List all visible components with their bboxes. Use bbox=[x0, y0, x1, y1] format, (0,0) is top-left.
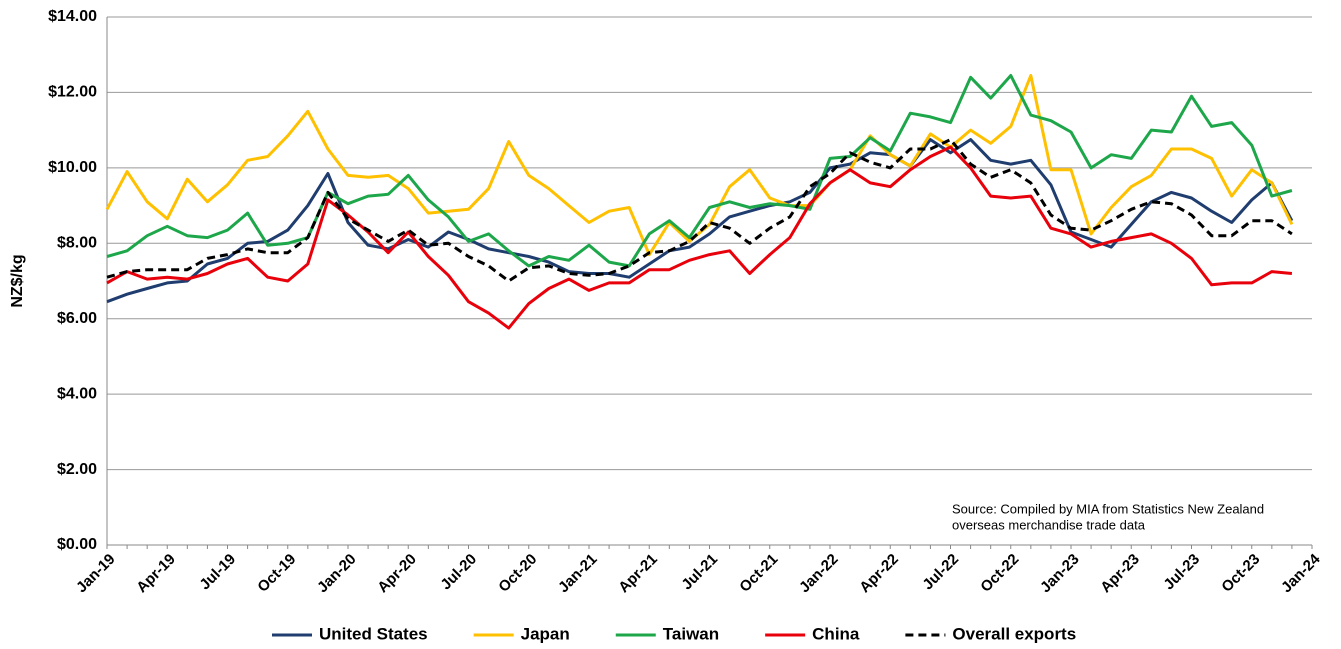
series-line bbox=[106, 138, 1294, 304]
x-tick-label: Oct-19 bbox=[254, 551, 299, 596]
x-tick-label: Apr-21 bbox=[615, 551, 661, 597]
x-tick-label: Jul-21 bbox=[678, 551, 721, 594]
x-tick-label: Jan-22 bbox=[796, 551, 842, 597]
y-tick-label: $8.00 bbox=[57, 235, 97, 252]
y-tick-label: $14.00 bbox=[48, 8, 97, 25]
legend-label: United States bbox=[319, 624, 428, 643]
annotation: Source: Compiled by MIA from Statistics … bbox=[952, 501, 1264, 516]
x-tick-label: Jul-22 bbox=[919, 551, 962, 594]
y-tick-label: $4.00 bbox=[57, 385, 97, 402]
x-tick-label: Oct-20 bbox=[495, 551, 540, 596]
x-tick-label: Oct-23 bbox=[1218, 551, 1263, 596]
x-tick-label: Jul-19 bbox=[196, 551, 239, 594]
annotation: overseas merchandise trade data bbox=[952, 517, 1146, 532]
x-tick-label: Apr-22 bbox=[856, 551, 902, 597]
x-tick-label: Jan-20 bbox=[314, 551, 360, 597]
x-tick-label: Apr-23 bbox=[1097, 551, 1143, 597]
x-tick-label: Jul-20 bbox=[437, 551, 480, 594]
legend-label: Overall exports bbox=[952, 624, 1076, 643]
x-tick-label: Jan-24 bbox=[1278, 550, 1324, 596]
y-tick-label: $12.00 bbox=[48, 84, 97, 101]
series-line bbox=[106, 138, 1293, 283]
x-tick-label: Apr-19 bbox=[133, 551, 179, 597]
x-tick-label: Oct-22 bbox=[977, 551, 1022, 596]
legend-label: Japan bbox=[521, 624, 570, 643]
series-line bbox=[105, 74, 1294, 257]
series-line bbox=[106, 145, 1293, 330]
x-tick-label: Jul-23 bbox=[1160, 551, 1203, 594]
y-axis-label: NZ$/kg bbox=[9, 254, 26, 307]
y-tick-label: $0.00 bbox=[57, 536, 97, 553]
x-tick-label: Apr-20 bbox=[374, 551, 420, 597]
x-tick-label: Jan-23 bbox=[1037, 551, 1083, 597]
series-line bbox=[106, 74, 1293, 268]
legend-label: China bbox=[812, 624, 860, 643]
x-tick-label: Jan-21 bbox=[555, 551, 601, 597]
y-tick-label: $2.00 bbox=[57, 461, 97, 478]
y-tick-label: $6.00 bbox=[57, 310, 97, 327]
x-tick-label: Jan-19 bbox=[73, 551, 119, 597]
x-tick-label: Oct-21 bbox=[736, 551, 781, 596]
y-tick-label: $10.00 bbox=[48, 159, 97, 176]
legend-label: Taiwan bbox=[663, 624, 719, 643]
